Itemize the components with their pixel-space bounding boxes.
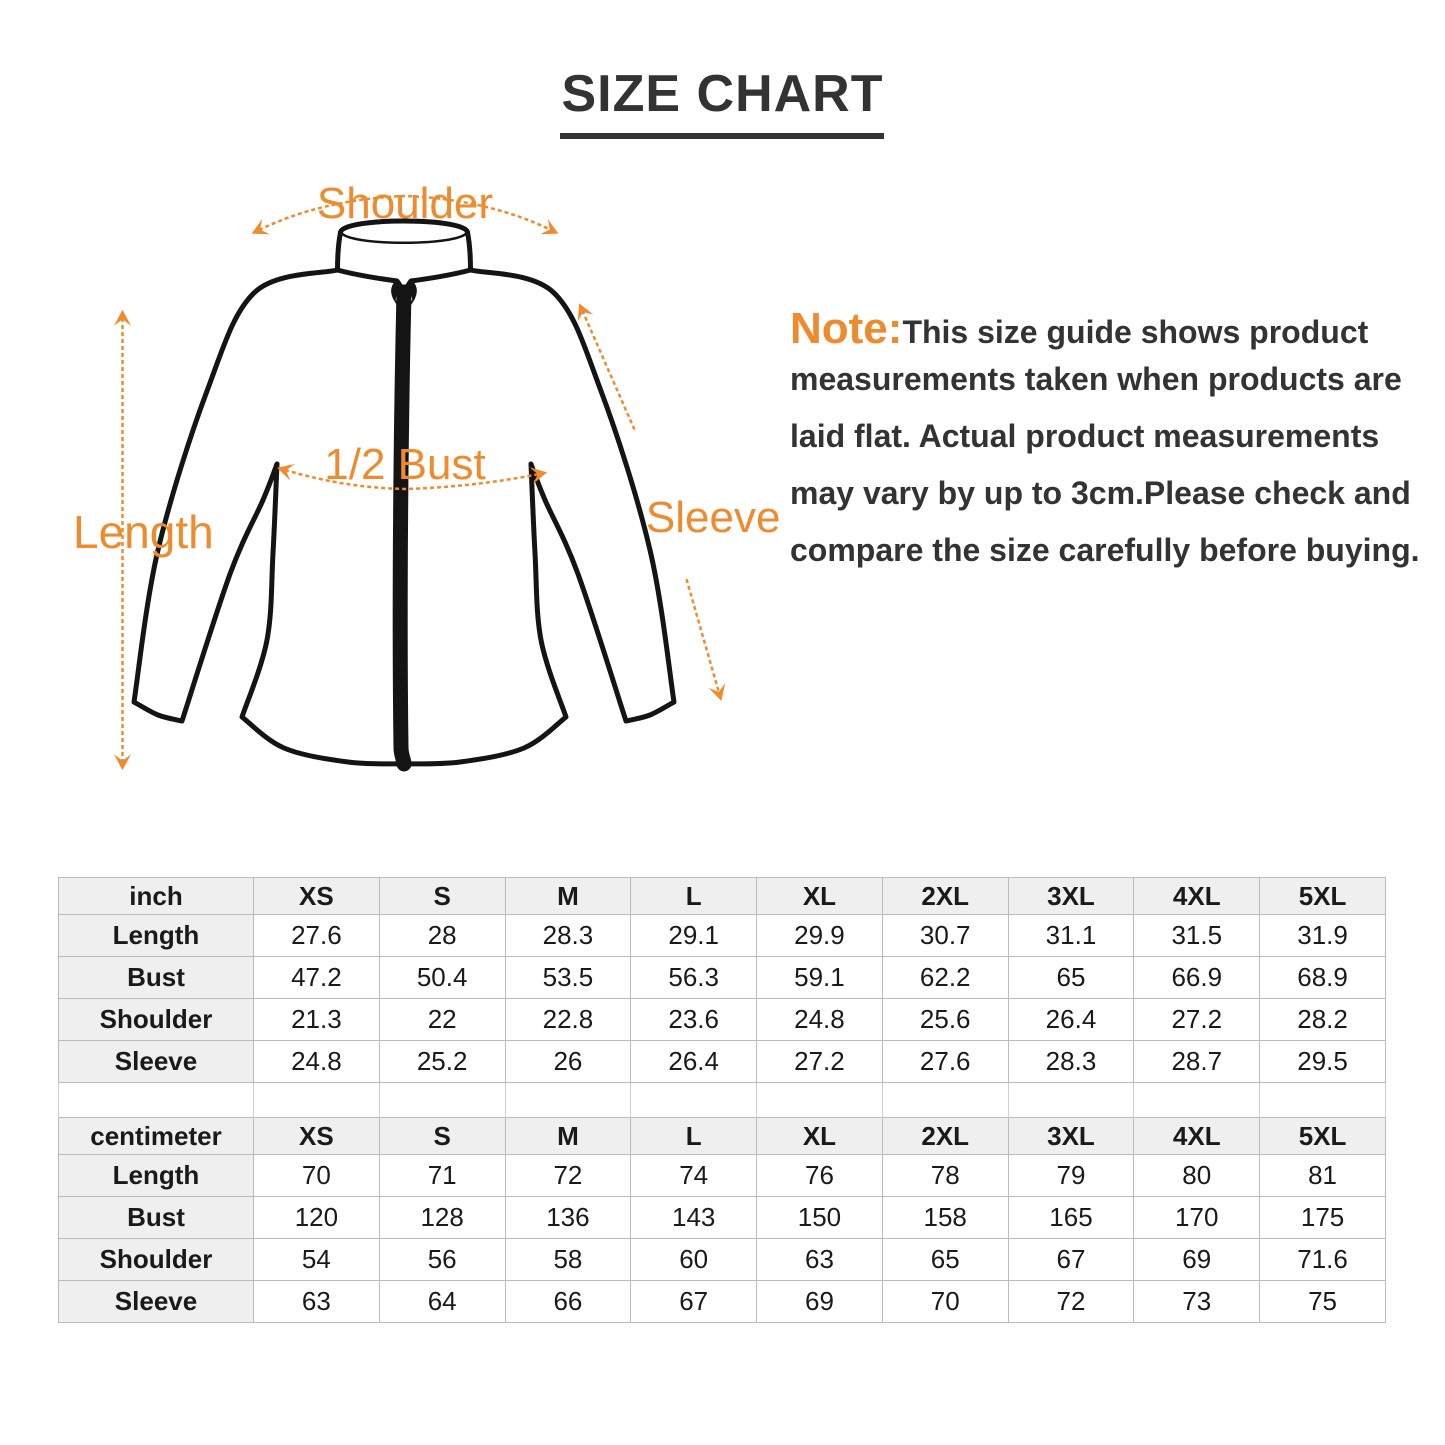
svg-text:Sleeve: Sleeve <box>646 493 781 542</box>
svg-text:Shoulder: Shoulder <box>317 179 493 228</box>
svg-text:1/2 Bust: 1/2 Bust <box>324 440 485 489</box>
svg-text:Length: Length <box>73 506 214 558</box>
